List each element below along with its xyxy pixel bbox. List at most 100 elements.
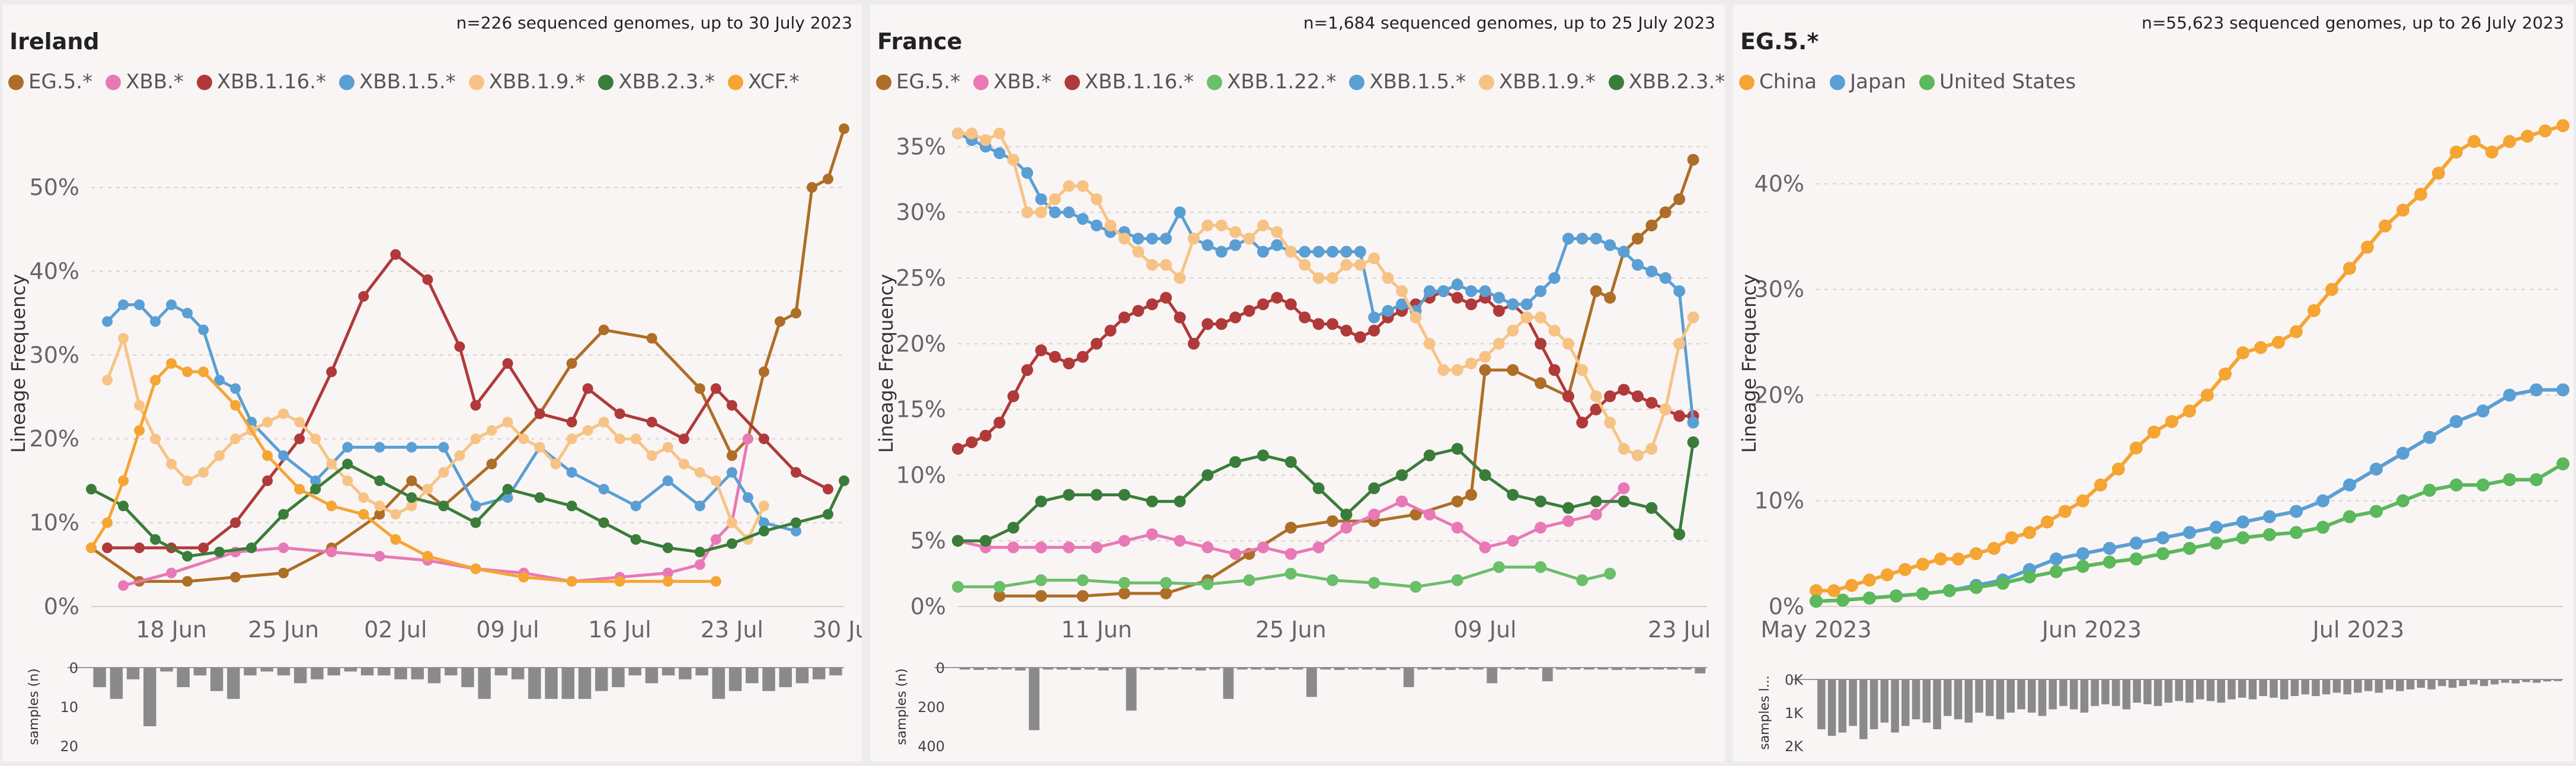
- data-point: [198, 467, 209, 478]
- legend-item[interactable]: XBB.2.3.*: [1608, 70, 1725, 94]
- sample-bar: [1236, 668, 1248, 670]
- x-tick-label: 23 Jul: [1648, 617, 1711, 643]
- data-point: [1987, 541, 2000, 555]
- data-point: [1201, 219, 1214, 232]
- sample-bar: [2196, 679, 2204, 700]
- sample-bar: [2553, 679, 2562, 681]
- data-point: [993, 127, 1006, 140]
- data-point: [758, 500, 769, 512]
- data-point: [1996, 576, 2009, 590]
- bar-tick-label: 10: [60, 699, 78, 716]
- data-point: [182, 576, 193, 587]
- data-point: [342, 475, 353, 486]
- data-point: [566, 416, 577, 427]
- sample-bar: [93, 668, 106, 687]
- data-point: [342, 458, 353, 470]
- data-point: [774, 316, 785, 327]
- legend-item[interactable]: XBB.1.9.*: [468, 70, 585, 94]
- legend-item[interactable]: XBB.1.16.*: [1064, 70, 1194, 94]
- legend-item[interactable]: XBB.2.3.*: [598, 70, 715, 94]
- data-point: [102, 517, 113, 528]
- data-point: [1368, 577, 1380, 589]
- data-point: [1863, 573, 1876, 587]
- legend-item[interactable]: United States: [1919, 70, 2076, 94]
- y-tick-label: 30%: [1754, 276, 1804, 302]
- data-point: [310, 484, 321, 495]
- data-point: [1007, 522, 1019, 534]
- data-point: [1631, 449, 1644, 462]
- data-point: [1507, 364, 1519, 376]
- chart-title: Ireland: [9, 28, 100, 55]
- y-tick-label: 20%: [30, 426, 79, 452]
- data-point: [1507, 298, 1519, 311]
- sample-bar: [2385, 679, 2393, 690]
- sample-bar: [1167, 668, 1178, 670]
- data-point: [534, 408, 545, 419]
- sample-bar: [2480, 679, 2488, 687]
- legend-label: XBB.2.3.*: [618, 70, 715, 94]
- sample-bar: [1334, 668, 1345, 670]
- data-point: [518, 572, 529, 583]
- data-point: [1118, 587, 1130, 599]
- sample-bar: [2175, 679, 2183, 701]
- sample-bar: [1320, 668, 1331, 670]
- legend-item[interactable]: XBB.*: [973, 70, 1052, 94]
- chart-legend[interactable]: EG.5.* XBB.* XBB.1.16.* XBB.1.5.* XBB.1.9.* X…: [8, 70, 812, 94]
- chart-legend[interactable]: China Japan United States: [1739, 70, 2089, 94]
- data-point: [1396, 469, 1408, 481]
- sample-bar: [645, 668, 659, 684]
- legend-item[interactable]: XBB.*: [106, 70, 184, 94]
- legend-item[interactable]: China: [1739, 70, 1817, 94]
- data-point: [1535, 495, 1547, 508]
- sample-bar: [2332, 679, 2341, 693]
- legend-item[interactable]: XBB.1.16.*: [196, 70, 326, 94]
- y-tick-label: 40%: [1754, 171, 1804, 197]
- legend-item[interactable]: EG.5.*: [8, 70, 92, 94]
- data-point: [1520, 311, 1533, 324]
- x-tick-label: Jun 2023: [2041, 617, 2142, 643]
- data-point: [806, 182, 817, 193]
- data-point: [1659, 403, 1671, 416]
- legend-label: United States: [1939, 70, 2076, 94]
- legend-item[interactable]: XBB.1.22.*: [1207, 70, 1336, 94]
- sample-bar: [595, 668, 608, 691]
- data-point: [1631, 232, 1644, 245]
- data-point: [390, 534, 401, 545]
- data-point: [182, 475, 193, 486]
- data-point: [1535, 337, 1547, 350]
- data-point: [1257, 219, 1269, 232]
- data-point: [1215, 318, 1228, 330]
- data-point: [278, 509, 289, 520]
- legend-item[interactable]: XBB.1.5.*: [339, 70, 456, 94]
- data-point: [1687, 436, 1699, 448]
- sample-bar: [1528, 668, 1539, 670]
- data-point: [1881, 568, 1894, 582]
- sample-bar: [1912, 679, 1920, 720]
- legend-item[interactable]: EG.5.*: [876, 70, 960, 94]
- data-point: [1299, 245, 1311, 258]
- data-point: [1035, 206, 1047, 219]
- data-point: [1890, 589, 1903, 603]
- series-line: [1816, 124, 2564, 593]
- sample-bar: [2006, 679, 2015, 713]
- data-point: [1091, 337, 1103, 350]
- data-point: [134, 542, 145, 554]
- sample-bar: [2374, 679, 2383, 693]
- chart-legend[interactable]: EG.5.* XBB.* XBB.1.16.* XBB.1.22.* XBB.1.5.*…: [876, 70, 1738, 94]
- data-point: [1312, 318, 1325, 330]
- sample-bar: [1181, 668, 1193, 670]
- legend-item[interactable]: XBB.1.5.*: [1349, 70, 1466, 94]
- data-point: [1354, 245, 1366, 258]
- data-point: [2219, 367, 2232, 381]
- data-point: [2272, 336, 2285, 349]
- sample-bar: [2469, 679, 2478, 685]
- legend-item[interactable]: XBB.1.9.*: [1479, 70, 1596, 94]
- data-point: [1229, 311, 1242, 324]
- legend-item[interactable]: XCF.*: [728, 70, 799, 94]
- legend-item[interactable]: Japan: [1830, 70, 1906, 94]
- data-point: [166, 567, 177, 579]
- data-point: [2236, 515, 2249, 529]
- sample-bar: [2038, 679, 2047, 716]
- sample-bar: [1901, 679, 1910, 726]
- france-chart: 0% 5% 10% 15% 20% 25% 30% 35% 11 Jun 25 Jun 09 Jul…: [875, 127, 1711, 755]
